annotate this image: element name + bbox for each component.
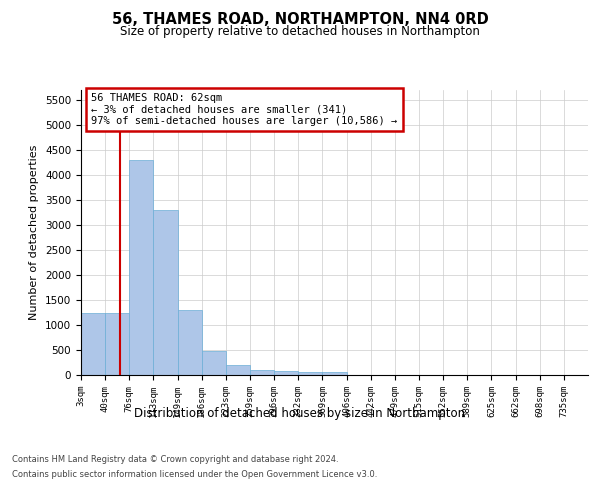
Bar [250, 370, 274, 375]
Bar [274, 371, 298, 375]
Bar [298, 372, 322, 375]
Text: Contains public sector information licensed under the Open Government Licence v3: Contains public sector information licen… [12, 470, 377, 479]
Bar [81, 312, 105, 375]
Text: Distribution of detached houses by size in Northampton: Distribution of detached houses by size … [134, 408, 466, 420]
Text: Size of property relative to detached houses in Northampton: Size of property relative to detached ho… [120, 25, 480, 38]
Bar [322, 372, 347, 375]
Bar [154, 210, 178, 375]
Text: 56 THAMES ROAD: 62sqm
← 3% of detached houses are smaller (341)
97% of semi-deta: 56 THAMES ROAD: 62sqm ← 3% of detached h… [91, 93, 397, 126]
Bar [226, 365, 250, 375]
Text: 56, THAMES ROAD, NORTHAMPTON, NN4 0RD: 56, THAMES ROAD, NORTHAMPTON, NN4 0RD [112, 12, 488, 28]
Bar [129, 160, 154, 375]
Text: Contains HM Land Registry data © Crown copyright and database right 2024.: Contains HM Land Registry data © Crown c… [12, 455, 338, 464]
Bar [105, 312, 129, 375]
Bar [178, 310, 202, 375]
Bar [202, 351, 226, 375]
Y-axis label: Number of detached properties: Number of detached properties [29, 145, 40, 320]
